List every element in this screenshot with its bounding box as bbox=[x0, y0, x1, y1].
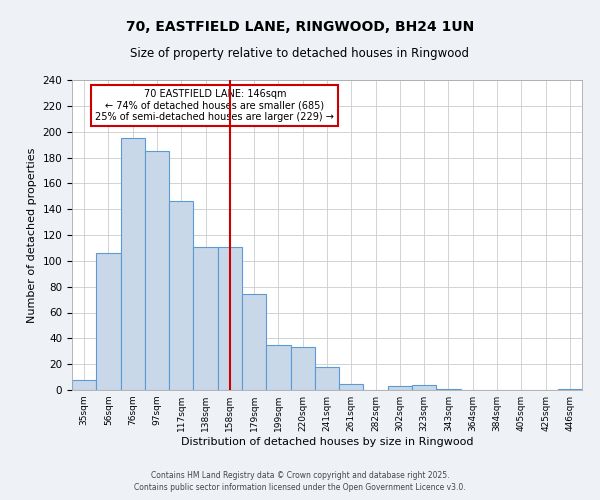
Y-axis label: Number of detached properties: Number of detached properties bbox=[27, 148, 37, 322]
Text: 70 EASTFIELD LANE: 146sqm
← 74% of detached houses are smaller (685)
25% of semi: 70 EASTFIELD LANE: 146sqm ← 74% of detac… bbox=[95, 90, 334, 122]
Bar bbox=[290, 348, 315, 390]
Bar bbox=[388, 386, 412, 390]
Bar bbox=[266, 345, 290, 390]
Bar bbox=[315, 367, 339, 390]
Bar bbox=[72, 380, 96, 390]
Bar bbox=[145, 151, 169, 390]
Bar bbox=[412, 385, 436, 390]
Bar bbox=[436, 388, 461, 390]
Bar bbox=[193, 246, 218, 390]
Text: 70, EASTFIELD LANE, RINGWOOD, BH24 1UN: 70, EASTFIELD LANE, RINGWOOD, BH24 1UN bbox=[126, 20, 474, 34]
Bar bbox=[218, 246, 242, 390]
X-axis label: Distribution of detached houses by size in Ringwood: Distribution of detached houses by size … bbox=[181, 437, 473, 447]
Bar bbox=[169, 202, 193, 390]
Bar bbox=[339, 384, 364, 390]
Bar bbox=[558, 388, 582, 390]
Text: Contains HM Land Registry data © Crown copyright and database right 2025.: Contains HM Land Registry data © Crown c… bbox=[151, 471, 449, 480]
Text: Contains public sector information licensed under the Open Government Licence v3: Contains public sector information licen… bbox=[134, 484, 466, 492]
Bar bbox=[242, 294, 266, 390]
Bar bbox=[96, 253, 121, 390]
Bar bbox=[121, 138, 145, 390]
Text: Size of property relative to detached houses in Ringwood: Size of property relative to detached ho… bbox=[131, 48, 470, 60]
